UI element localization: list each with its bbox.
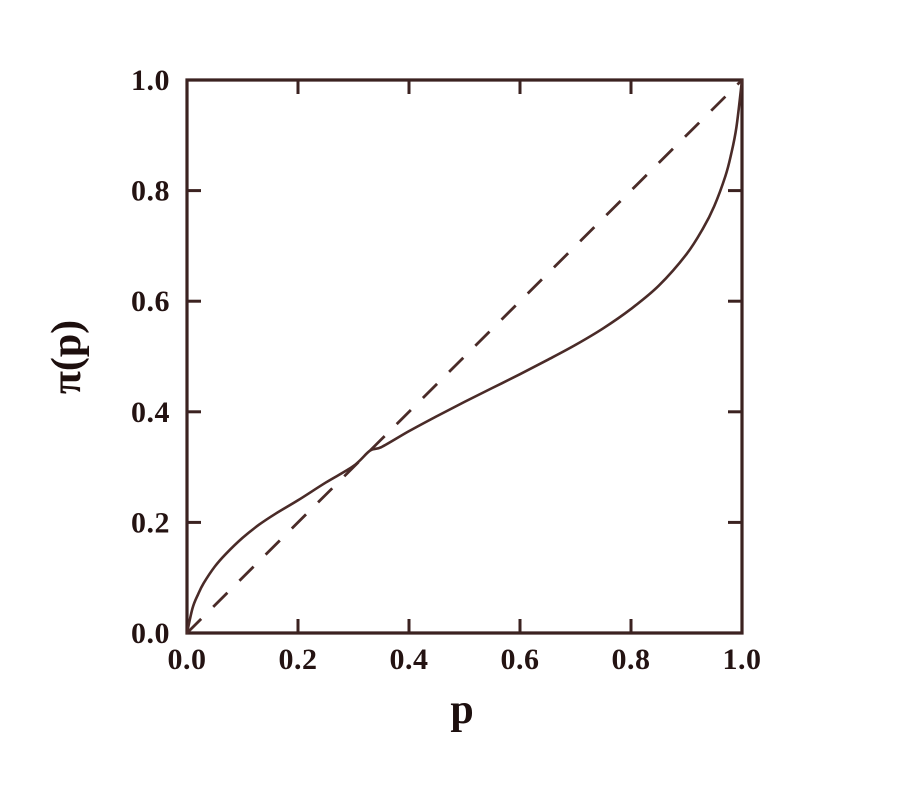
series-identity-line: [186, 79, 743, 634]
y-axis-ticks-left: [187, 78, 201, 635]
x-tick-label-0: 0.0: [168, 643, 207, 676]
y-tick-label-3: 0.6: [131, 285, 170, 318]
y-tick-label-5: 1.0: [131, 64, 170, 97]
x-axis-tick-labels: 0.0 0.2 0.4 0.6 0.8 1.0: [168, 643, 762, 676]
x-tick-label-5: 1.0: [723, 643, 762, 676]
y-axis-title: π(p): [44, 320, 90, 394]
identity-line-path: [186, 79, 743, 634]
y-axis-ticks-right: [728, 78, 742, 635]
series-weighting-curve: [185, 78, 744, 635]
y-tick-label-2: 0.4: [131, 396, 170, 429]
x-tick-label-3: 0.6: [501, 643, 540, 676]
x-tick-label-2: 0.4: [390, 643, 429, 676]
x-axis-title: p: [450, 687, 473, 733]
x-tick-label-4: 0.8: [612, 643, 651, 676]
y-tick-label-0: 0.0: [131, 617, 170, 650]
y-tick-label-1: 0.2: [131, 506, 170, 539]
weighting-function-path: [185, 78, 744, 635]
y-tick-label-4: 0.8: [131, 175, 170, 208]
x-tick-label-1: 0.2: [279, 643, 318, 676]
y-axis-tick-labels: 0.0 0.2 0.4 0.6 0.8 1.0: [131, 64, 170, 650]
